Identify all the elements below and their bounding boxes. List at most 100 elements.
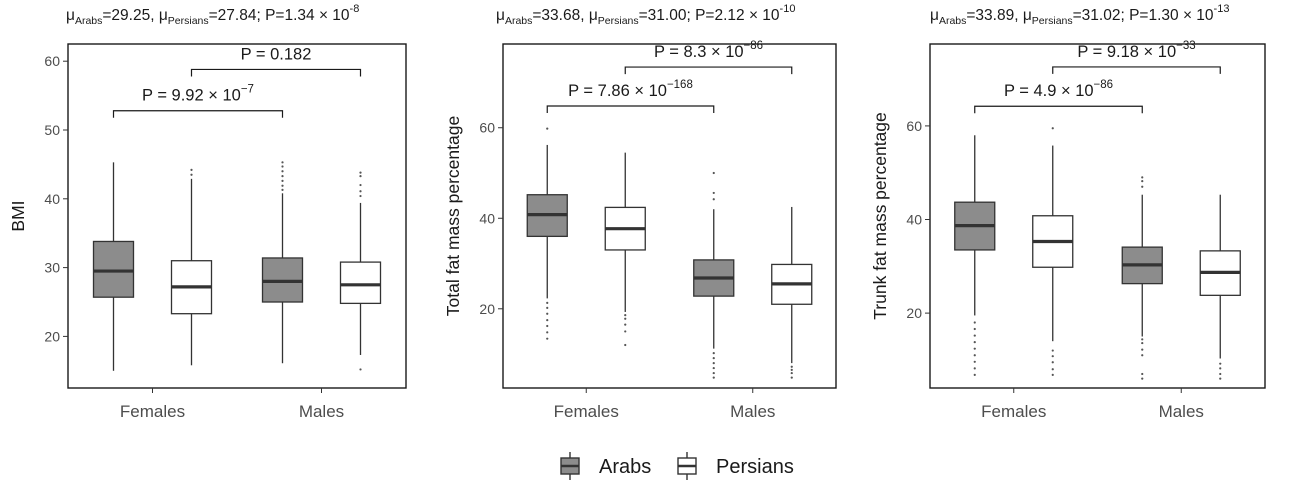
outlier-point <box>546 306 549 309</box>
outlier-point <box>973 367 976 370</box>
outlier-point <box>359 183 362 187</box>
p-value-exponent: −86 <box>744 40 764 52</box>
comparison-arabs: P = 9.92 × 10−7 <box>112 84 284 118</box>
title-mu-1: μ <box>930 7 939 24</box>
outlier-point <box>1219 362 1222 365</box>
title-p-times-ten: × 10 <box>1179 7 1214 24</box>
y-axis-title: BMI <box>8 200 28 231</box>
box-arabs-males <box>261 161 304 364</box>
outlier-point <box>1051 361 1054 364</box>
outlier-point <box>973 327 976 331</box>
y-axis-title: Trunk fat mass percentage <box>870 112 890 320</box>
title-mean-arabs: =33.68, <box>532 7 588 24</box>
outlier-point <box>973 321 976 324</box>
comparison-bracket <box>974 105 1143 114</box>
box-arabs-males <box>693 171 735 379</box>
box-arabs-males <box>1121 176 1163 380</box>
outlier-point <box>1051 127 1054 130</box>
title-group-arabs: Arabs <box>505 15 532 27</box>
outlier-point <box>973 354 976 357</box>
legend-item-arabs: Arabs <box>560 452 651 480</box>
y-tick-label: 40 <box>479 210 495 226</box>
outlier-point <box>546 312 549 315</box>
y-tick-label: 40 <box>44 191 60 207</box>
outlier-point <box>712 366 715 370</box>
outlier-point <box>790 376 793 379</box>
title-mu-2: μ <box>589 7 598 24</box>
title-p-exponent: -8 <box>350 3 360 15</box>
outlier-point <box>281 184 284 187</box>
comparison-bracket <box>112 110 284 118</box>
outlier-point <box>1141 348 1144 351</box>
outlier-point <box>1141 354 1144 357</box>
outlier-point <box>1141 377 1144 380</box>
comparison-p-value: P = 0.182 <box>241 45 312 63</box>
comparison-p-value: P = 8.3 × 10−86 <box>654 40 763 61</box>
title-p-value: =31.00; P=2.12 <box>639 7 745 24</box>
outlier-point <box>359 190 362 193</box>
outlier-point <box>281 170 284 173</box>
y-axis-title: Total fat mass percentage <box>443 116 463 316</box>
x-tick-label: Females <box>120 402 185 421</box>
outlier-point <box>1141 180 1144 183</box>
y-tick-label: 20 <box>44 328 60 344</box>
comparison-p-value: P = 9.92 × 10−7 <box>142 84 254 105</box>
p-value-text: P = 4.9 × 10 <box>1004 82 1094 100</box>
title-group-arabs: Arabs <box>939 15 966 27</box>
panel-frame <box>502 43 837 389</box>
legend-label-persians: Persians <box>716 456 794 478</box>
x-tick-label: Males <box>299 402 344 421</box>
box-persians-males <box>771 206 813 379</box>
title-group-persians: Persians <box>598 15 639 27</box>
outlier-point <box>546 337 549 340</box>
comparison-p-value: P = 9.18 × 10−33 <box>1077 40 1195 61</box>
panel-frame <box>67 43 407 389</box>
outlier-point <box>712 371 715 375</box>
outlier-point <box>359 171 362 174</box>
panel-title: μArabs=29.25, μPersians=27.84; P=1.34 × … <box>66 3 359 27</box>
p-value-text: P = 7.86 × 10 <box>568 82 667 100</box>
outlier-point <box>973 334 976 337</box>
outlier-point <box>281 174 284 178</box>
comparison-bracket <box>190 68 362 77</box>
legend: Arabs Persians <box>560 452 794 480</box>
outlier-point <box>190 168 193 172</box>
comparison-bracket <box>546 105 715 114</box>
outlier-point <box>712 198 715 201</box>
outlier-point <box>1219 367 1222 370</box>
outlier-point <box>973 347 976 350</box>
box-persians-males <box>1199 194 1241 380</box>
outlier-point <box>359 194 362 198</box>
outlier-point <box>281 188 284 191</box>
panel-trunk-fat-mass: μArabs=33.89, μPersians=31.02; P=1.30 × … <box>870 3 1266 421</box>
x-tick-label: Females <box>981 402 1046 421</box>
outlier-point <box>1141 372 1144 376</box>
outlier-point <box>624 317 627 320</box>
outlier-point <box>712 376 715 379</box>
title-mu-1: μ <box>66 7 75 24</box>
box-iqr <box>339 261 382 305</box>
title-mu-2: μ <box>159 7 168 24</box>
p-value-exponent: −86 <box>1094 79 1114 91</box>
outlier-point <box>624 314 627 317</box>
outlier-point <box>1051 349 1054 352</box>
outlier-point <box>1051 368 1054 371</box>
outlier-point <box>1141 341 1144 345</box>
box-arabs-females <box>526 127 568 340</box>
panel-total-fat-mass: μArabs=33.68, μPersians=31.00; P=2.12 × … <box>443 3 837 421</box>
outlier-point <box>359 368 362 371</box>
title-mean-arabs: =33.89, <box>966 7 1022 24</box>
title-mean-arabs: =29.25, <box>102 7 158 24</box>
title-p-exponent: -13 <box>1214 3 1230 15</box>
box-persians-females <box>604 152 646 347</box>
outlier-point <box>546 331 549 334</box>
x-tick-label: Males <box>1159 402 1204 421</box>
outlier-point <box>790 371 793 375</box>
outlier-point <box>281 165 284 168</box>
box-persians-females <box>1032 127 1074 376</box>
comparison-persians: P = 0.182 <box>190 45 362 77</box>
y-tick-label: 20 <box>906 305 922 321</box>
outlier-point <box>973 373 976 376</box>
comparison-persians: P = 9.18 × 10−33 <box>1052 40 1221 74</box>
